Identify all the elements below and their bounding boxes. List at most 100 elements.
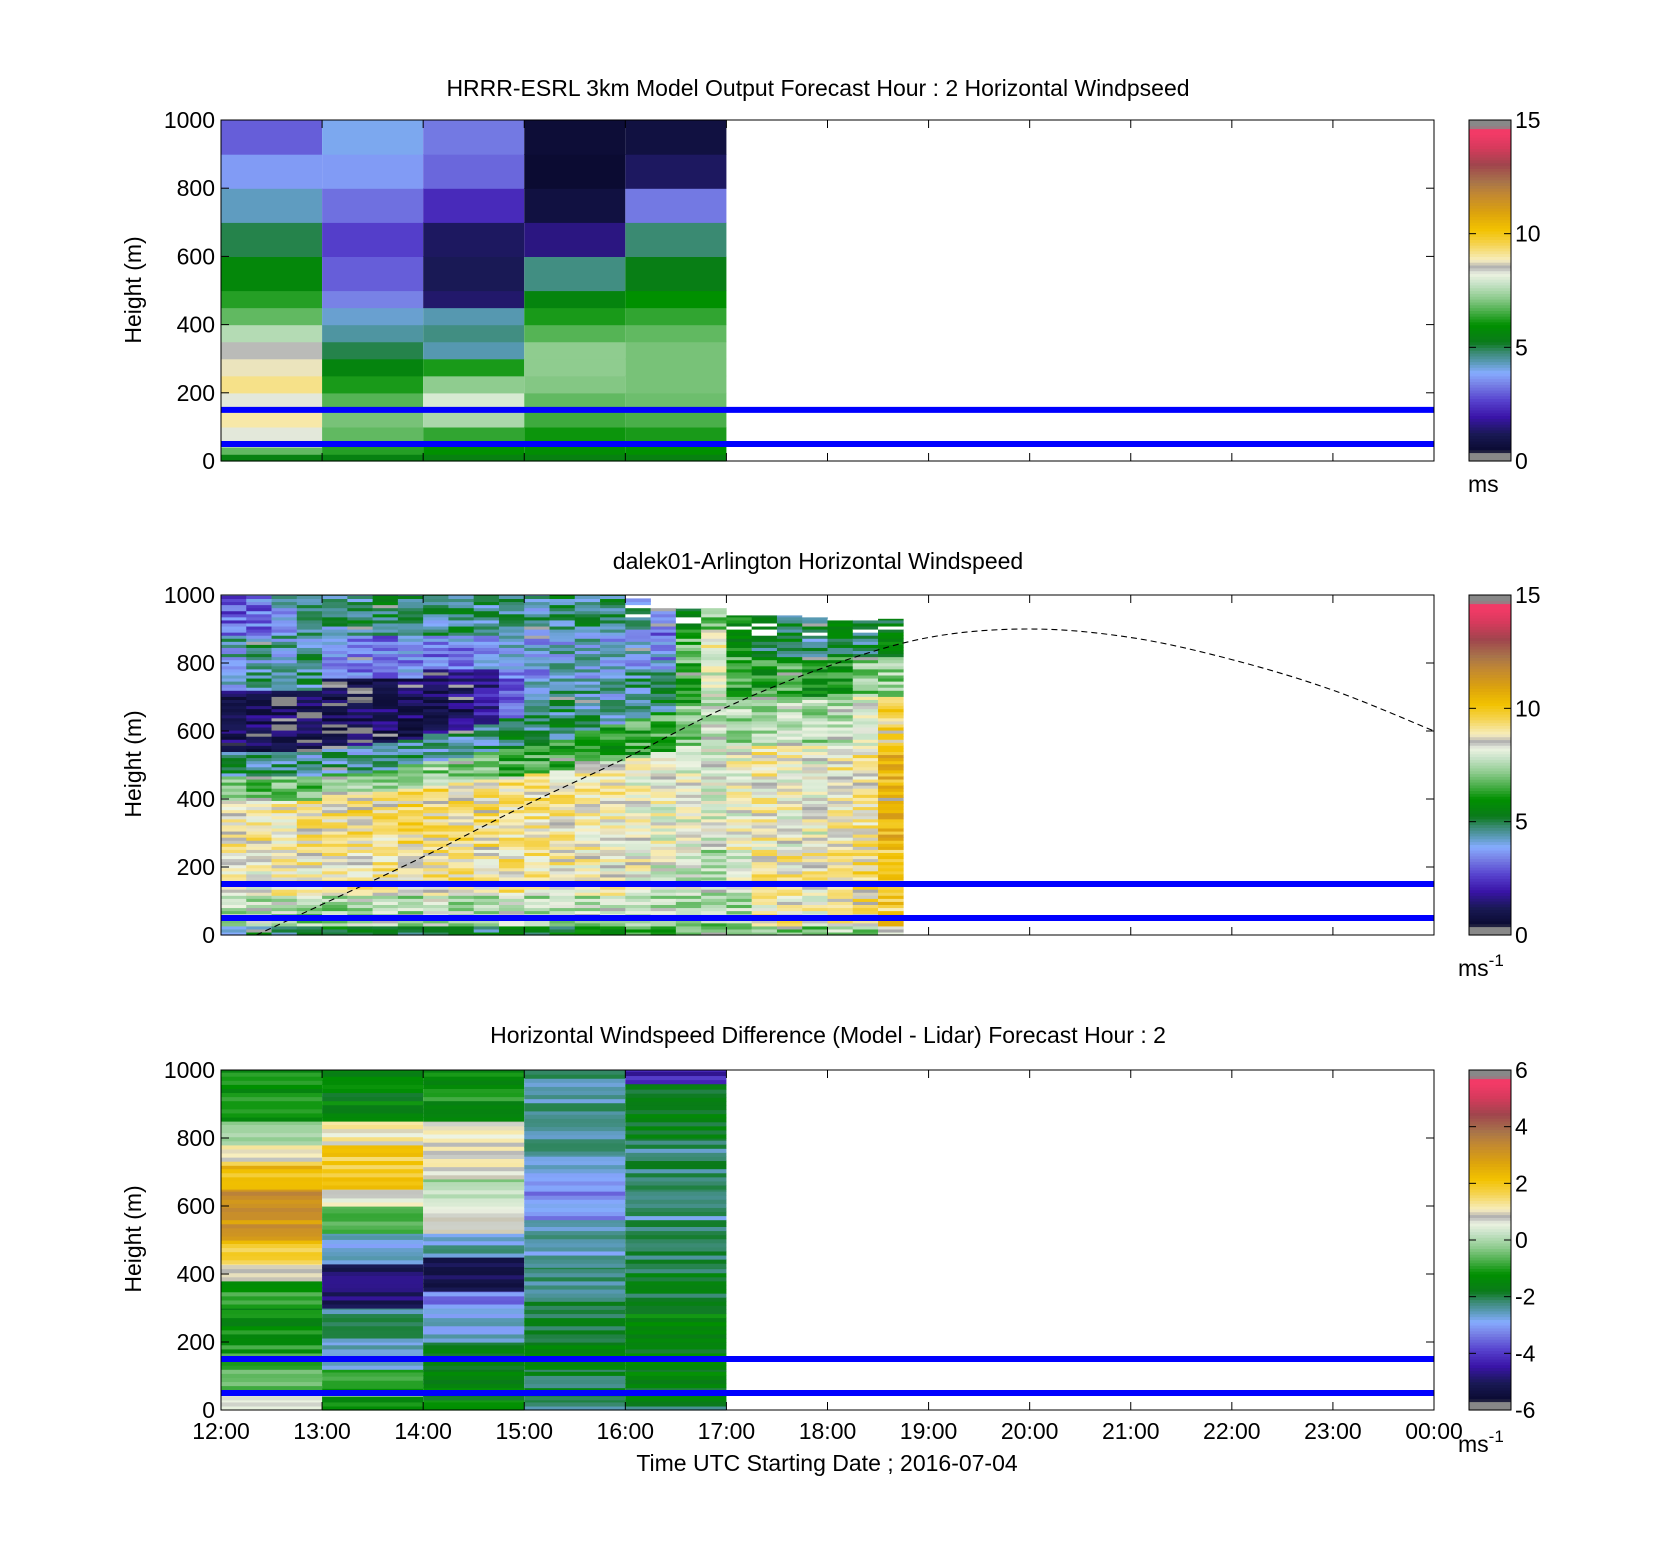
heatmap-cell: [296, 803, 323, 808]
heatmap-cell: [751, 910, 778, 915]
heatmap-cell: [751, 824, 778, 829]
heatmap-cell: [878, 632, 904, 636]
heatmap-cell: [498, 931, 525, 936]
heatmap-cell: [524, 708, 550, 713]
heatmap-cell: [625, 806, 651, 811]
heatmap-cell: [498, 607, 525, 612]
heatmap-cell: [625, 886, 651, 890]
heatmap-cell: [574, 604, 601, 609]
colorbar-segment: [1469, 1157, 1511, 1162]
heatmap-cell: [347, 677, 373, 682]
heatmap-cell: [524, 632, 550, 636]
y-tick-label: 0: [202, 1397, 215, 1423]
colorbar-segment: [1469, 1191, 1511, 1196]
heatmap-cell: [878, 904, 904, 909]
heatmap-cell: [524, 1142, 626, 1148]
heatmap-cell: [802, 788, 828, 792]
heatmap-cell: [625, 684, 651, 688]
heatmap-cell: [600, 723, 626, 728]
heatmap-cell: [423, 681, 449, 685]
colorbar-segment: [1469, 878, 1511, 882]
heatmap-cell: [448, 647, 475, 652]
heatmap-cell: [675, 925, 702, 930]
heatmap-cell: [878, 638, 904, 642]
heatmap-cell: [852, 619, 879, 624]
heatmap-cell: [296, 778, 323, 783]
heatmap-cell: [751, 904, 778, 909]
heatmap-cell: [221, 1112, 323, 1118]
heatmap-cell: [625, 120, 727, 155]
heatmap-cell: [726, 638, 752, 642]
heatmap-cell: [549, 720, 576, 725]
heatmap-cell: [802, 677, 828, 682]
heatmap-cell: [498, 751, 525, 756]
heatmap-cell: [322, 1140, 424, 1146]
heatmap-cell: [372, 613, 399, 618]
heatmap-cell: [372, 873, 399, 878]
heatmap-cell: [221, 907, 247, 912]
heatmap-cell: [827, 641, 854, 645]
heatmap-cell: [296, 898, 323, 902]
heatmap-cell: [498, 601, 525, 606]
heatmap-cell: [802, 834, 828, 838]
heatmap-cell: [271, 690, 298, 694]
colorbar-segment: [1469, 852, 1511, 857]
heatmap-cell: [776, 769, 803, 774]
heatmap-cell: [423, 1125, 525, 1131]
heatmap-cell: [221, 1132, 323, 1138]
colorbar-segment: [1469, 446, 1511, 451]
heatmap-cell: [498, 723, 525, 728]
heatmap-cell: [600, 751, 626, 756]
heatmap-cell: [524, 1114, 626, 1119]
heatmap-cell: [852, 797, 879, 801]
heatmap-cell: [625, 1365, 727, 1370]
heatmap-cell: [296, 824, 323, 829]
heatmap-cell: [221, 818, 247, 823]
heatmap-cell: [574, 635, 601, 639]
heatmap-cell: [397, 604, 424, 609]
heatmap-cell: [852, 629, 879, 633]
heatmap-cell: [625, 154, 727, 189]
heatmap-cell: [448, 714, 475, 719]
heatmap-cell: [246, 892, 272, 896]
heatmap-cell: [271, 809, 298, 814]
heatmap-cell: [423, 1212, 525, 1218]
heatmap-cell: [675, 674, 702, 679]
heatmap-cell: [423, 1084, 525, 1089]
heatmap-cell: [322, 1233, 424, 1236]
colorbar-segment: [1469, 1211, 1511, 1216]
heatmap-cell: [549, 607, 576, 612]
heatmap-cell: [625, 876, 651, 881]
heatmap-cell: [524, 1242, 626, 1248]
heatmap-cell: [751, 928, 778, 933]
heatmap-cell: [549, 775, 576, 780]
heatmap-cell: [650, 705, 677, 710]
heatmap-cell: [221, 1157, 323, 1162]
heatmap-cell: [322, 1325, 424, 1331]
heatmap-cell: [701, 699, 727, 704]
heatmap-cell: [322, 1189, 424, 1191]
heatmap-cell: [473, 818, 500, 823]
heatmap-cell: [827, 726, 854, 731]
heatmap-cell: [625, 1309, 727, 1315]
heatmap-cell: [701, 632, 727, 636]
heatmap-cell: [448, 693, 475, 697]
heatmap-cell: [650, 699, 677, 704]
heatmap-cell: [498, 659, 525, 664]
heatmap-cell: [600, 919, 626, 924]
heatmap-cell: [473, 760, 500, 765]
heatmap-cell: [524, 1276, 626, 1282]
x-tick-label: 16:00: [597, 1418, 655, 1444]
heatmap-cell: [221, 754, 247, 759]
heatmap-cell: [549, 671, 576, 676]
heatmap-cell: [751, 870, 778, 875]
heatmap-cell: [878, 766, 904, 771]
heatmap-cell: [397, 650, 424, 655]
heatmap-cell: [650, 895, 677, 899]
heatmap-cell: [726, 625, 752, 630]
heatmap-cell: [423, 806, 449, 811]
heatmap-cell: [246, 889, 272, 893]
heatmap-cell: [625, 922, 651, 927]
heatmap-cell: [296, 671, 323, 676]
colorbar-segment: [1469, 671, 1511, 675]
